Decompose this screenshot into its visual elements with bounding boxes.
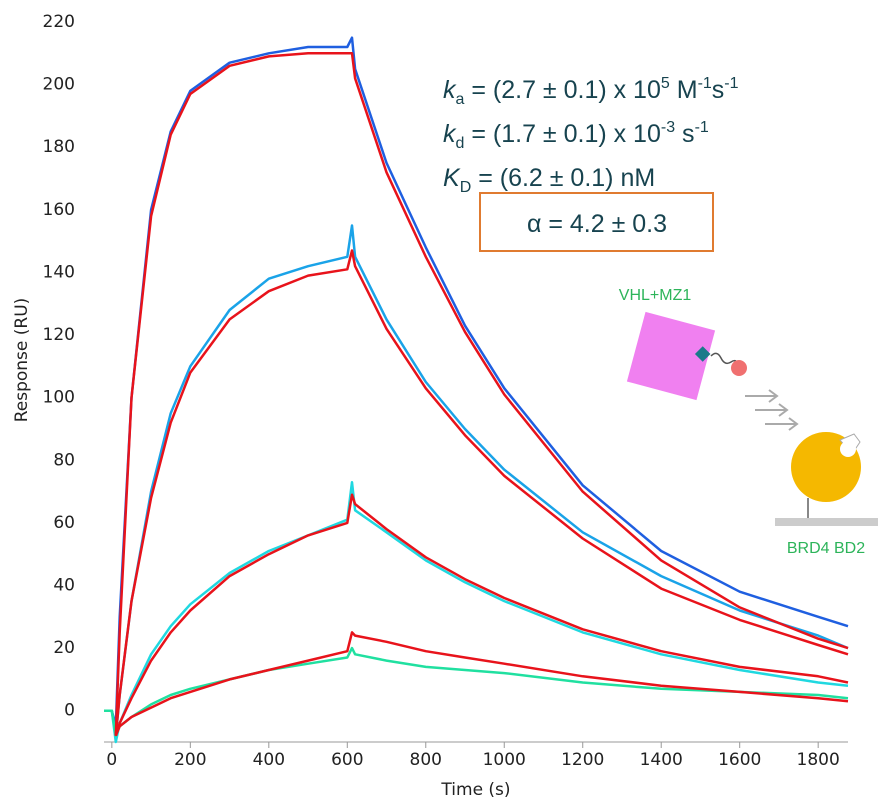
kd-annotation: kd = (1.7 ± 0.1) x 10-3 s-1: [443, 119, 709, 152]
x-tick-label: 1600: [718, 750, 761, 770]
y-tick-label: 160: [43, 200, 75, 220]
y-tick-label: 60: [53, 513, 75, 533]
ligand-label: VHL+MZ1: [619, 287, 692, 304]
y-tick-label: 20: [53, 638, 75, 658]
KD-annotation: KD = (6.2 ± 0.1) nM: [443, 164, 655, 196]
binding-diagram: VHL+MZ1 BRD4 BD2: [619, 287, 878, 557]
x-tick-label: 1000: [483, 750, 526, 770]
x-tick-label: 1200: [561, 750, 604, 770]
x-tick-label: 200: [174, 750, 206, 770]
arrows: [745, 389, 799, 431]
pocket-hole: [840, 441, 856, 457]
x-tick-label: 0: [106, 750, 117, 770]
y-tick-label: 80: [53, 450, 75, 470]
alpha-box: [479, 192, 714, 252]
x-tick-label: 600: [331, 750, 363, 770]
series-line: [104, 480, 849, 744]
x-tick-label: 400: [253, 750, 285, 770]
x-tick-label: 1400: [640, 750, 683, 770]
x-tick-label: 800: [410, 750, 442, 770]
alpha-annotation: α = 4.2 ± 0.3: [527, 210, 667, 238]
y-tick-label: 180: [43, 137, 75, 157]
ka-annotation: ka = (2.7 ± 0.1) x 105 M-1s-1: [443, 75, 739, 108]
series-line: [114, 631, 849, 737]
x-axis-title: Time (s): [440, 780, 510, 800]
x-tick-label: 1800: [797, 750, 840, 770]
y-axis-title: Response (RU): [12, 298, 32, 423]
y-tick-label: 140: [43, 262, 75, 282]
series-line: [114, 493, 849, 737]
vhl-square: [626, 311, 716, 401]
y-tick-label: 220: [43, 12, 75, 32]
series-line: [114, 249, 849, 736]
y-tick-label: 40: [53, 575, 75, 595]
target-label: BRD4 BD2: [787, 540, 865, 557]
chip-surface: [775, 518, 878, 526]
y-tick-label: 120: [43, 325, 75, 345]
series-line: [114, 52, 849, 736]
warhead: [731, 360, 747, 376]
y-tick-label: 0: [64, 701, 75, 721]
y-tick-label: 100: [43, 388, 75, 408]
y-tick-label: 200: [43, 75, 75, 95]
plot-area: 0 200 400 600 800 1000 1200 1400 1600 1800 0 20 40 60…: [43, 12, 849, 770]
